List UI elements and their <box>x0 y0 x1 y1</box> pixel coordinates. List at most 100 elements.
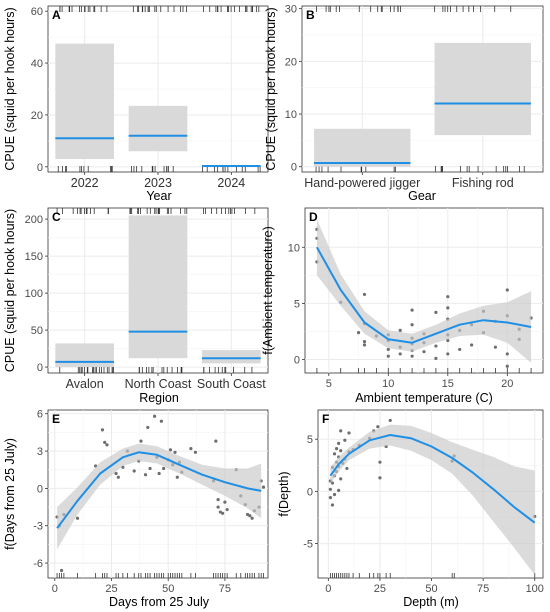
data-point <box>330 481 335 485</box>
data-point <box>362 292 367 297</box>
rug-marks <box>56 573 264 578</box>
y-tick-label: -3 <box>33 521 43 533</box>
data-point <box>434 344 438 348</box>
y-tick-label: 0 <box>294 355 300 367</box>
data-point <box>152 414 157 418</box>
x-axis-label: Ambient temperature (C) <box>355 391 493 405</box>
y-tick-label: 0 <box>37 162 43 174</box>
data-point <box>386 347 390 352</box>
smooth-line <box>56 451 262 529</box>
data-point <box>434 310 438 314</box>
data-point <box>378 476 382 480</box>
ci-band <box>57 443 262 550</box>
x-tick-label: 2023 <box>144 176 172 190</box>
data-point <box>446 295 450 299</box>
data-point <box>221 511 225 515</box>
smooth-line <box>329 434 536 524</box>
data-point <box>103 440 107 444</box>
panel-letter: F <box>322 412 329 426</box>
data-point <box>105 443 109 447</box>
y-axis-label: f(Ambient temperature) <box>261 226 275 355</box>
data-point <box>223 500 227 504</box>
y-tick-label: 3 <box>37 446 43 458</box>
y-tick-label: 0 <box>37 483 43 495</box>
x-tick-label: 5 <box>326 378 332 390</box>
smooth-line <box>316 246 532 344</box>
data-point <box>362 339 367 344</box>
data-point <box>334 447 339 451</box>
ci-band-2023 <box>128 105 188 152</box>
data-point <box>337 488 341 492</box>
x-tick-label: South Coast <box>197 377 266 391</box>
y-tick-label: 6 <box>37 409 43 421</box>
panel-letter: D <box>309 210 318 224</box>
x-tick-label: 100 <box>526 583 544 595</box>
data-point <box>422 350 426 354</box>
data-point <box>139 439 143 443</box>
data-point <box>446 338 450 343</box>
y-axis-label: CPUE (squid per hook hours) <box>3 209 17 372</box>
ci-band-north-coast <box>128 215 188 359</box>
x-tick-label: Hand-powered jigger <box>304 176 420 190</box>
data-point <box>216 505 220 509</box>
data-point <box>398 328 402 332</box>
data-point <box>356 330 361 335</box>
x-tick-label: 2022 <box>71 176 99 190</box>
y-tick-label: -6 <box>33 558 43 570</box>
x-tick-label: Fishing rod <box>452 176 514 190</box>
y-tick-label: 20 <box>31 110 43 122</box>
data-point <box>345 466 349 471</box>
y-tick-label: 50 <box>31 325 43 337</box>
y-tick-label: 10 <box>288 242 300 254</box>
y-tick-label: 5 <box>294 298 300 310</box>
data-point <box>376 425 380 429</box>
data-point <box>434 356 438 361</box>
panel-d: 0 5 10 5 10 15 20 Ambient temperature (C) f(Ambi… <box>261 207 544 405</box>
data-point <box>225 507 229 512</box>
x-tick-label: North Coast <box>125 377 192 391</box>
ci-band-2022 <box>55 43 114 160</box>
data-point <box>328 487 332 491</box>
data-point <box>146 425 150 430</box>
panel-b: 0 10 20 30 Hand-powered jigger Fishing rod Gea… <box>264 4 544 203</box>
data-point <box>214 439 218 443</box>
data-point <box>157 471 161 476</box>
x-tick-label: 25 <box>374 583 386 595</box>
panel-letter: A <box>52 8 61 22</box>
y-tick-label: 150 <box>25 251 43 263</box>
panel-letter: E <box>52 412 60 426</box>
x-tick-label: 75 <box>477 583 489 595</box>
x-tick-label: 10 <box>382 378 394 390</box>
data-point <box>173 450 177 454</box>
y-axis-label: CPUE (squid per hook hours) <box>264 7 278 170</box>
y-axis-label: CPUE (squid per hook hours) <box>3 7 17 170</box>
data-point <box>132 469 136 473</box>
data-point <box>505 288 509 292</box>
x-axis-label: Region <box>139 391 179 405</box>
y-tick-label: 0 <box>291 162 297 174</box>
data-point <box>250 516 254 520</box>
rug-marks <box>329 573 536 578</box>
data-point <box>162 466 166 471</box>
rug-marks <box>315 6 525 172</box>
rug-marks <box>316 368 532 373</box>
data-point <box>347 431 351 435</box>
panel-c: 0 50 100 150 200 Avalon North Coast South Coast… <box>3 207 269 405</box>
data-point <box>339 449 343 453</box>
x-tick-label: 75 <box>219 583 231 595</box>
x-tick-label: Avalon <box>66 377 104 391</box>
data-point <box>189 446 193 451</box>
data-point <box>458 347 462 352</box>
x-axis-label: Year <box>146 189 171 203</box>
data-point <box>339 429 343 433</box>
data-point <box>398 352 402 356</box>
data-point <box>168 448 173 452</box>
data-point <box>410 354 414 358</box>
y-tick-label: 0 <box>307 486 313 498</box>
y-tick-label: 60 <box>31 6 43 18</box>
data-point <box>330 503 335 507</box>
data-point <box>75 516 80 520</box>
y-tick-label: 30 <box>285 4 297 16</box>
data-point <box>193 450 198 454</box>
